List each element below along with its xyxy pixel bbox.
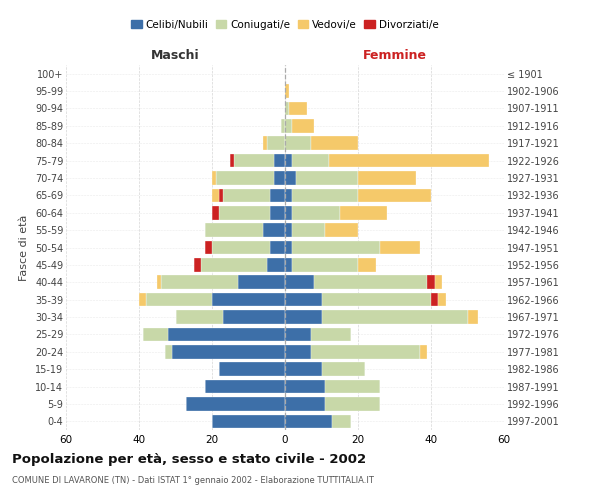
Bar [168,328,285,341]
Bar [322,293,431,306]
Bar [285,310,322,324]
Bar [285,258,292,272]
Bar [285,84,289,98]
Bar [263,224,285,237]
Bar [358,188,431,202]
Bar [325,224,358,237]
Bar [285,224,292,237]
Bar [212,240,271,254]
Bar [139,293,146,306]
Bar [205,240,212,254]
Bar [212,293,285,306]
Bar [380,240,420,254]
Bar [420,345,427,358]
Bar [285,119,292,132]
Bar [314,276,427,289]
Bar [322,362,365,376]
Bar [427,276,434,289]
Text: Femmine: Femmine [362,50,427,62]
Bar [285,206,292,220]
Bar [358,171,416,185]
Bar [223,188,271,202]
Bar [311,136,358,150]
Bar [467,310,478,324]
Bar [146,293,212,306]
Bar [230,154,234,168]
Bar [332,414,350,428]
Bar [238,276,285,289]
Bar [281,119,285,132]
Bar [434,276,442,289]
Bar [212,188,220,202]
Bar [285,154,292,168]
Bar [285,345,311,358]
Bar [212,206,220,220]
Bar [292,206,340,220]
Text: COMUNE DI LAVARONE (TN) - Dati ISTAT 1° gennaio 2002 - Elaborazione TUTTITALIA.I: COMUNE DI LAVARONE (TN) - Dati ISTAT 1° … [12,476,374,485]
Bar [292,224,325,237]
Bar [212,414,285,428]
Bar [311,345,420,358]
Bar [274,171,285,185]
Bar [285,240,292,254]
Bar [220,362,285,376]
Bar [215,171,274,185]
Bar [187,397,285,410]
Bar [325,397,380,410]
Text: Maschi: Maschi [151,50,200,62]
Bar [285,171,296,185]
Bar [285,380,325,394]
Bar [194,258,201,272]
Bar [271,240,285,254]
Bar [161,276,238,289]
Y-axis label: Fasce di età: Fasce di età [19,214,29,280]
Bar [274,154,285,168]
Bar [285,276,314,289]
Bar [205,224,263,237]
Bar [220,206,271,220]
Bar [220,188,223,202]
Bar [340,206,387,220]
Bar [285,328,311,341]
Bar [292,188,358,202]
Bar [212,171,215,185]
Bar [143,328,168,341]
Bar [157,276,161,289]
Bar [176,310,223,324]
Bar [285,293,322,306]
Bar [234,154,274,168]
Text: Popolazione per età, sesso e stato civile - 2002: Popolazione per età, sesso e stato civil… [12,452,366,466]
Bar [325,380,380,394]
Bar [267,136,285,150]
Bar [285,362,322,376]
Bar [438,293,446,306]
Bar [201,258,267,272]
Bar [205,380,285,394]
Bar [329,154,490,168]
Bar [271,188,285,202]
Bar [263,136,267,150]
Bar [292,119,314,132]
Bar [164,345,172,358]
Bar [431,293,438,306]
Bar [358,258,376,272]
Bar [292,258,358,272]
Bar [289,102,307,115]
Bar [296,171,358,185]
Bar [223,310,285,324]
Bar [267,258,285,272]
Bar [285,102,289,115]
Bar [311,328,350,341]
Bar [285,188,292,202]
Bar [285,414,332,428]
Legend: Celibi/Nubili, Coniugati/e, Vedovi/e, Divorziati/e: Celibi/Nubili, Coniugati/e, Vedovi/e, Di… [127,16,443,34]
Bar [285,397,325,410]
Bar [285,136,311,150]
Bar [292,240,380,254]
Bar [292,154,329,168]
Bar [271,206,285,220]
Bar [172,345,285,358]
Bar [322,310,467,324]
